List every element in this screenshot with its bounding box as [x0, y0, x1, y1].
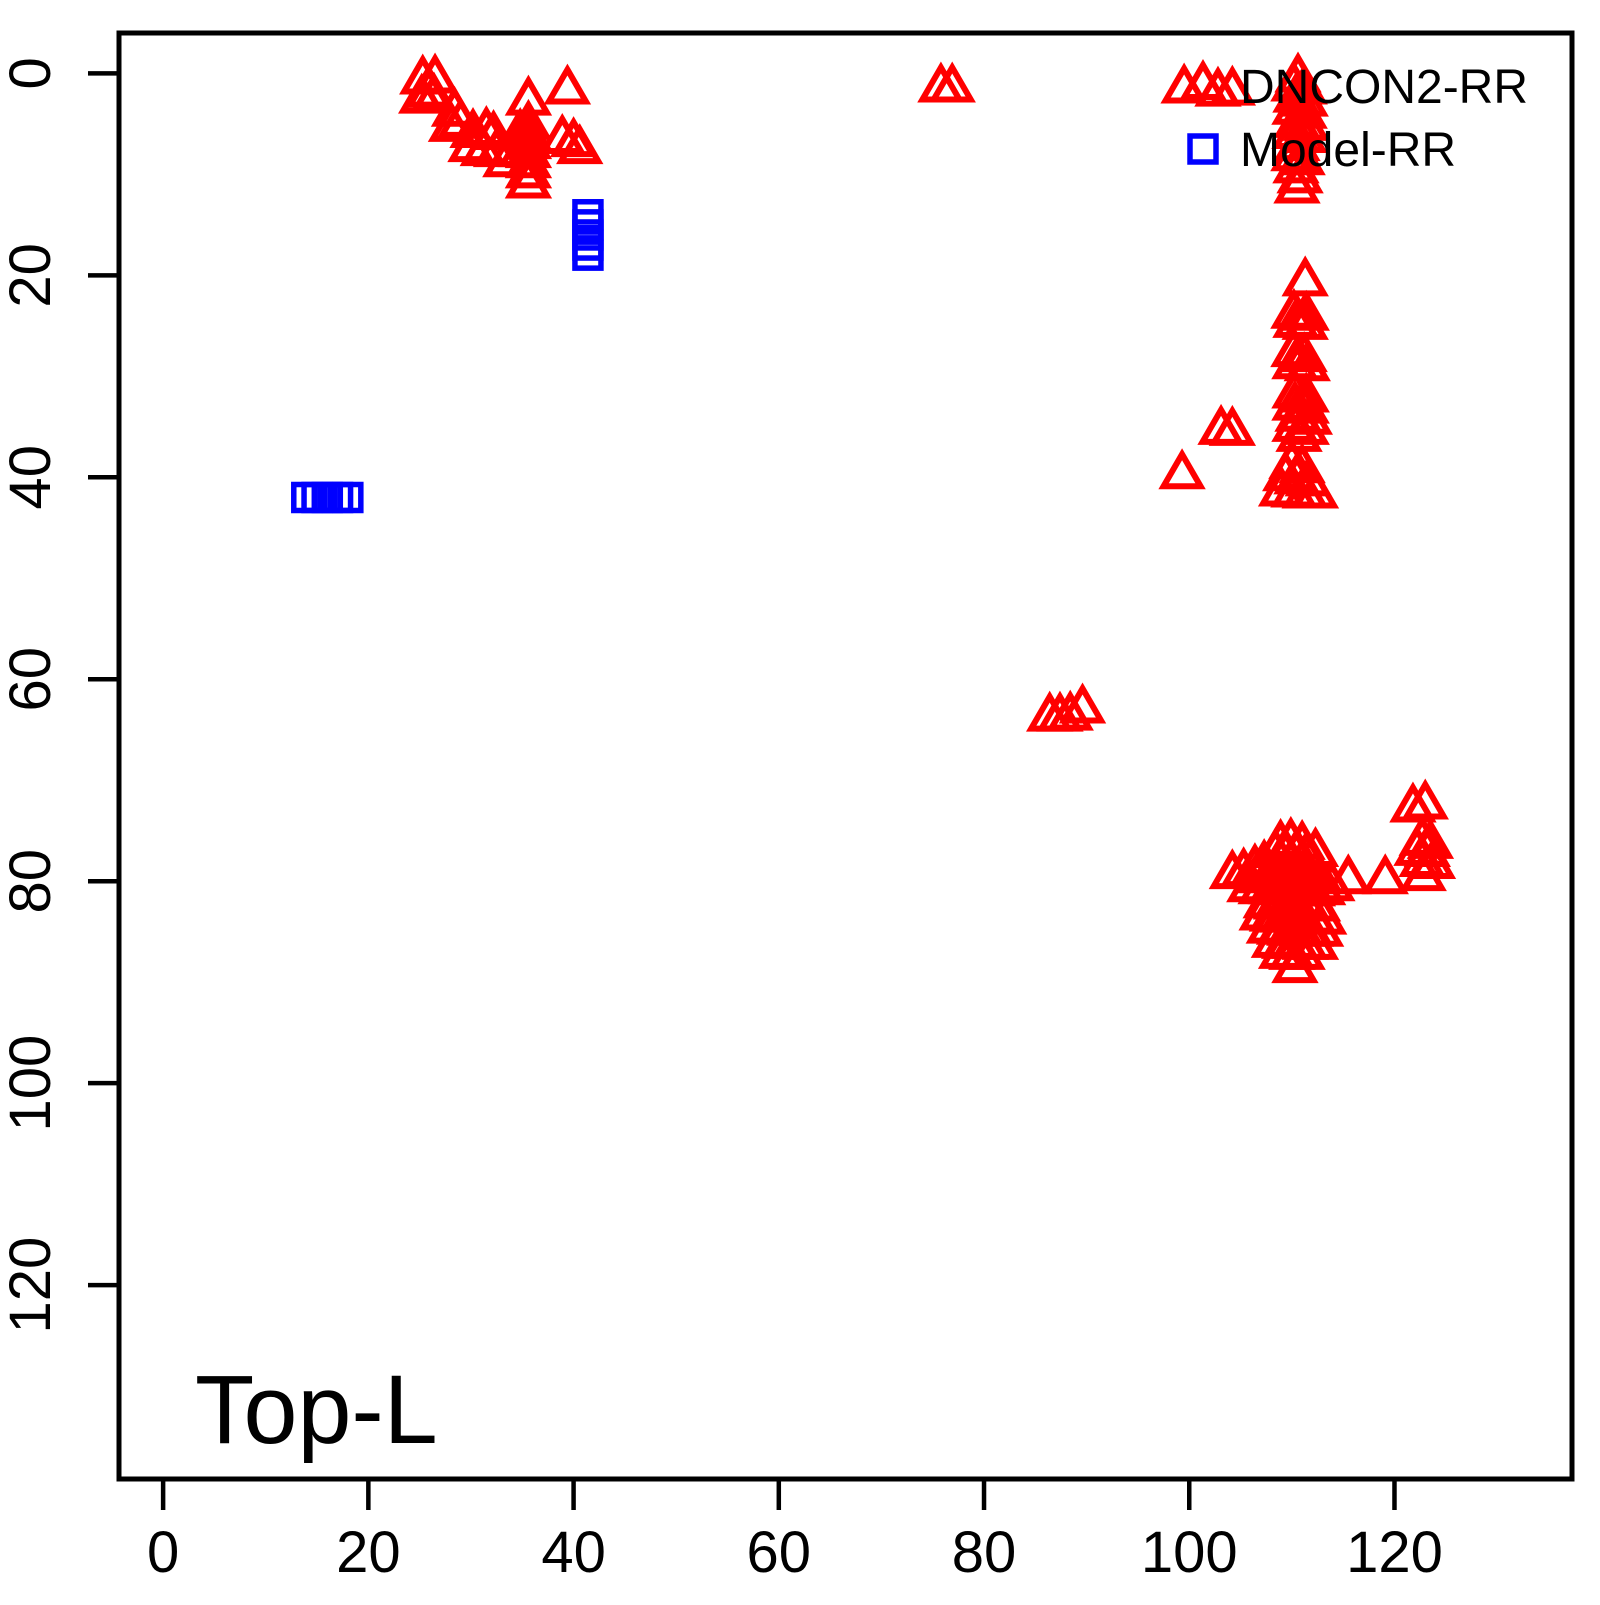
- data-point-triangle: [462, 104, 511, 146]
- x-tick-label: 60: [747, 1520, 812, 1585]
- data-point-triangle: [1271, 942, 1319, 984]
- data-point-triangle: [427, 100, 476, 142]
- data-point-triangle: [543, 63, 592, 105]
- data-point-square: [332, 481, 364, 514]
- legend-label-model-rr: Model-RR: [1240, 124, 1456, 177]
- plot-annotation: Top-L: [195, 1355, 438, 1464]
- plot-border: [116, 30, 1575, 1482]
- x-tick-label: 100: [1141, 1520, 1238, 1585]
- data-point-triangle: [928, 61, 976, 103]
- legend-label-dncon2-rr: DNCON2-RR: [1240, 61, 1528, 114]
- data-point-triangle: [1273, 162, 1321, 204]
- y-tick-label: 120: [0, 1237, 63, 1334]
- data-point-triangle: [1208, 64, 1257, 106]
- data-point-square: [572, 239, 604, 271]
- y-tick-label: 80: [0, 849, 63, 914]
- data-point-triangle: [504, 137, 553, 179]
- data-point-triangle: [1399, 850, 1447, 892]
- data-point-triangle: [1282, 829, 1330, 871]
- data-point-triangle: [1291, 825, 1340, 867]
- x-tick-label: 40: [541, 1520, 606, 1585]
- data-point-triangle: [504, 147, 553, 189]
- data-point-triangle: [1401, 778, 1449, 820]
- x-tick-label: 120: [1346, 1520, 1443, 1585]
- legend-square-icon: [1187, 133, 1219, 165]
- data-point-triangle: [504, 157, 553, 199]
- data-point-triangle: [538, 113, 586, 155]
- data-point-triangle: [1389, 781, 1437, 823]
- data-point-triangle: [1158, 448, 1206, 490]
- x-tick-label: 0: [147, 1520, 179, 1585]
- data-point-triangle: [1282, 289, 1330, 331]
- y-tick-label: 100: [0, 1035, 63, 1132]
- data-point-triangle: [556, 123, 604, 165]
- y-tick-label: 40: [0, 445, 63, 510]
- data-point-triangle: [1058, 682, 1107, 724]
- data-point-triangle: [1046, 689, 1094, 731]
- data-point-triangle: [1291, 467, 1340, 509]
- data-point-triangle: [447, 121, 495, 163]
- legend-triangle-icon: [1179, 59, 1227, 100]
- y-tick-label: 60: [0, 647, 63, 712]
- x-tick-label: 80: [952, 1520, 1017, 1585]
- data-point-triangle: [410, 71, 458, 113]
- y-tick-label: 20: [0, 243, 63, 308]
- data-point-triangle: [1281, 255, 1329, 297]
- data-point-triangle: [1324, 853, 1372, 895]
- data-point-triangle: [1308, 860, 1356, 902]
- x-tick-label: 20: [336, 1520, 401, 1585]
- data-point-triangle: [1208, 404, 1257, 446]
- data-point-triangle: [1361, 853, 1409, 895]
- y-tick-label: 0: [0, 57, 63, 89]
